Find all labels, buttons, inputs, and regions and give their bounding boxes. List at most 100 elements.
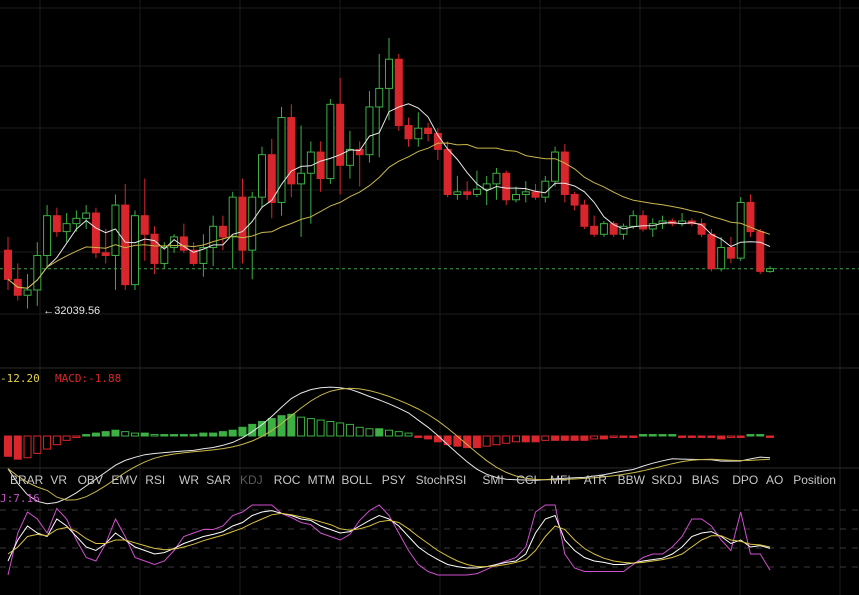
candle-body-49: [482, 183, 491, 190]
candle-body-5: [52, 215, 61, 233]
macd-bar-74: [726, 435, 735, 438]
macd-value-label: MACD:-1.88: [55, 372, 121, 385]
macd-bar-4: [43, 435, 52, 450]
macd-bar-63: [619, 435, 628, 438]
indicator-tab-smi[interactable]: SMI: [482, 473, 503, 487]
macd-bar-57: [560, 435, 569, 441]
macd-bar-1: [13, 435, 22, 460]
candle-body-32: [316, 151, 325, 180]
candle-body-46: [453, 191, 462, 195]
macd-bar-3: [33, 435, 42, 454]
macd-bar-45: [443, 435, 452, 446]
kdj-d-line: [7, 512, 771, 568]
candle-body-58: [570, 193, 579, 206]
candle-body-47: [463, 191, 472, 195]
candle-body-43: [424, 127, 433, 134]
candle-body-77: [756, 231, 765, 272]
macd-bar-41: [404, 432, 413, 437]
candle-body-28: [277, 117, 286, 203]
indicator-tab-bar: BRAR VR OBV EMV RSI WR SAR KDJ ROC MTM BOLL PSY Stoc…: [10, 473, 836, 487]
low-price-label: ←32039.56: [43, 305, 100, 317]
macd-bar-50: [492, 435, 501, 446]
low-price-value: 32039.56: [54, 305, 100, 317]
macd-bar-73: [717, 435, 726, 440]
macd-bar-8: [82, 434, 91, 437]
candle-body-74: [726, 247, 735, 259]
indicator-tab-brar[interactable]: BRAR: [10, 473, 44, 487]
macd-bar-17: [170, 434, 179, 437]
indicator-tab-wr[interactable]: WR: [179, 473, 199, 487]
indicator-tab-bbw[interactable]: BBW: [618, 473, 646, 487]
indicator-tab-boll[interactable]: BOLL: [341, 473, 372, 487]
candle-body-41: [404, 125, 413, 140]
candle-body-72: [707, 233, 716, 270]
candle-body-15: [150, 233, 159, 264]
candle-body-14: [140, 215, 149, 235]
indicator-tab-obv[interactable]: OBV: [78, 473, 103, 487]
macd-dif-label: -12.20: [0, 372, 40, 385]
macd-bar-49: [482, 435, 491, 447]
macd-bar-66: [648, 434, 657, 437]
indicator-tab-rsi[interactable]: RSI: [145, 473, 165, 487]
candle-body-13: [131, 215, 139, 286]
macd-bar-7: [72, 435, 81, 438]
macd-bar-43: [424, 435, 433, 440]
macd-bar-78: [766, 435, 774, 438]
macd-bar-60: [590, 435, 599, 440]
indicator-tab-atr[interactable]: ATR: [584, 473, 607, 487]
candle-body-54: [531, 191, 540, 198]
macd-pane: [4, 386, 774, 505]
indicator-tab-sar[interactable]: SAR: [206, 473, 231, 487]
indicator-tab-mfi[interactable]: MFI: [550, 473, 571, 487]
indicator-tab-skdj[interactable]: SKDJ: [651, 473, 682, 487]
indicator-tab-dpo[interactable]: DPO: [732, 473, 758, 487]
macd-bar-2: [23, 435, 32, 459]
indicator-tab-ao[interactable]: AO: [766, 473, 783, 487]
macd-bar-65: [639, 434, 647, 437]
candle-body-9: [91, 212, 100, 254]
macd-bar-0: [4, 435, 12, 457]
candle-body-57: [560, 151, 569, 195]
macd-bar-46: [453, 435, 462, 447]
macd-bar-58: [570, 435, 579, 441]
indicator-tab-vr[interactable]: VR: [50, 473, 67, 487]
indicator-tab-psy[interactable]: PSY: [382, 473, 406, 487]
indicator-tab-position[interactable]: Position: [793, 473, 836, 487]
macd-bar-30: [297, 416, 306, 437]
macd-bar-77: [756, 434, 765, 437]
indicator-tab-stochrsi[interactable]: StochRSI: [416, 473, 467, 487]
candle-body-20: [199, 247, 208, 264]
candle-body-27: [267, 154, 276, 203]
candle-body-38: [375, 87, 384, 108]
candle-body-12: [121, 204, 130, 286]
macd-bar-5: [52, 435, 61, 446]
candle-body-66: [648, 223, 657, 230]
candle-body-33: [326, 103, 335, 180]
candle-body-53: [521, 191, 530, 195]
candle-body-37: [365, 106, 374, 156]
macd-bar-64: [629, 435, 638, 438]
indicator-tab-kdj[interactable]: KDJ: [240, 473, 263, 487]
candle-body-52: [512, 193, 520, 201]
candle-body-3: [33, 254, 42, 291]
candle-body-22: [218, 225, 227, 238]
macd-bar-19: [189, 434, 198, 437]
candle-body-75: [736, 201, 745, 259]
macd-bar-37: [365, 428, 374, 437]
indicator-tab-mtm[interactable]: MTM: [308, 473, 335, 487]
candle-body-73: [717, 247, 726, 270]
candle-body-63: [619, 225, 628, 235]
indicator-tab-emv[interactable]: EMV: [111, 473, 137, 487]
indicator-tab-bias[interactable]: BIAS: [692, 473, 719, 487]
candle-body-26: [258, 154, 266, 198]
macd-bar-52: [512, 435, 520, 443]
macd-bar-18: [179, 434, 188, 437]
indicator-tab-cci[interactable]: CCI: [516, 473, 537, 487]
candle-body-24: [238, 196, 247, 251]
macd-bar-62: [609, 435, 618, 438]
indicator-tab-roc[interactable]: ROC: [274, 473, 301, 487]
kdj-k-line: [7, 510, 771, 569]
candle-body-56: [551, 151, 560, 182]
macd-bar-20: [199, 432, 208, 437]
